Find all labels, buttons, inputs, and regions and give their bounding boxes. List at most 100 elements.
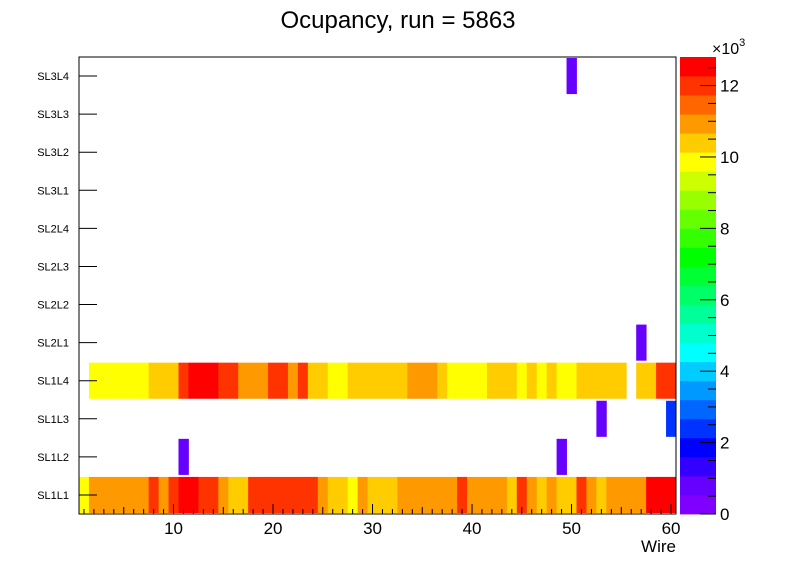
y-tick-label: SL1L4 (37, 376, 69, 388)
x-axis: 10 20 30 40 50 60 (83, 504, 681, 538)
color-scale-band (680, 95, 716, 115)
color-scale-label: 0 (720, 505, 729, 524)
color-scale-multiplier: ×103 (712, 37, 745, 58)
heatmap-cell (646, 362, 657, 399)
heatmap-cell (606, 362, 617, 399)
heatmap-cell (228, 476, 239, 513)
y-tick-label: SL3L1 (37, 185, 69, 197)
heatmap-cell (576, 362, 587, 399)
heatmap-cell (337, 476, 349, 513)
color-scale-band (680, 171, 716, 191)
x-tick-label: 50 (562, 519, 581, 538)
color-scale-band (680, 152, 716, 172)
color-scale-label: 8 (720, 219, 729, 238)
plot-frame (78, 56, 677, 515)
heatmap-cell (178, 438, 189, 475)
color-scale-band (680, 399, 716, 420)
heatmap-cell (636, 362, 647, 399)
color-scale-band (680, 418, 716, 439)
color-scale-band (680, 380, 716, 401)
heatmap-cell (656, 362, 667, 399)
heatmap-cell (178, 476, 189, 513)
color-scale-band (680, 437, 716, 458)
y-tick-label: SL3L3 (37, 109, 69, 121)
y-tick-label: SL2L4 (37, 223, 69, 235)
color-scale-label: 10 (720, 148, 739, 167)
heatmap-cell (447, 476, 458, 513)
color-scale-band (680, 190, 716, 210)
color-scale-band (680, 494, 716, 515)
heatmap-cell (636, 324, 647, 361)
multiplier-exponent: 3 (739, 37, 745, 49)
heatmap-cell (666, 362, 677, 399)
heatmap-cell (317, 476, 329, 513)
heatmap-cell (486, 476, 498, 513)
heatmap-cell (586, 362, 597, 399)
color-scale-band (680, 323, 716, 344)
x-axis-label: Wire (641, 537, 676, 556)
heatmap-cell (138, 476, 150, 513)
color-scale-band (680, 361, 716, 382)
color-scale-band (680, 76, 716, 96)
heatmap-cell (208, 476, 219, 513)
heatmap-cell (98, 476, 110, 513)
heatmap-cell (377, 362, 388, 399)
heatmap-cell (546, 362, 557, 399)
color-scale (680, 57, 716, 515)
heatmap-cell (407, 362, 418, 399)
y-tick-label: SL2L3 (37, 261, 69, 273)
heatmap-cell (258, 362, 269, 399)
color-scale-axis: 0 2 4 6 8 10 12 (700, 67, 739, 524)
color-scale-band (680, 114, 716, 134)
heatmap-cell (198, 476, 209, 513)
heatmap-cell (397, 362, 408, 399)
y-tick-label: SL1L1 (37, 490, 69, 502)
heatmap-cell (646, 476, 657, 513)
heatmap-cell (278, 476, 289, 513)
heatmap-cell (108, 362, 120, 399)
color-scale-band (680, 475, 716, 496)
heatmap-cell (327, 476, 339, 513)
chart-title: Ocupancy, run = 5863 (280, 7, 515, 34)
heatmap-cell (666, 476, 677, 513)
y-tick-label: SL1L2 (37, 452, 69, 464)
heatmap-cell (596, 476, 607, 513)
color-scale-label: 6 (720, 291, 729, 310)
heatmap-cell (307, 362, 319, 399)
heatmap-cell (467, 362, 478, 399)
heatmap-cell (297, 476, 309, 513)
heatmap-cell (387, 476, 398, 513)
x-tick-label: 60 (662, 519, 681, 538)
heatmap-cell (118, 476, 130, 513)
color-scale-band (680, 342, 716, 363)
y-axis: SL1L1 SL1L2 SL1L3 SL1L4 SL2L1 SL2L2 SL2L3 SL2L4… (37, 71, 97, 502)
heatmap-cell (238, 476, 249, 513)
heatmap-cell (387, 362, 398, 399)
heatmap-cell (228, 362, 239, 399)
heatmap-cell (357, 476, 368, 513)
color-scale-band (680, 456, 716, 477)
heatmap-cell (268, 476, 279, 513)
color-scale-band (680, 285, 716, 305)
heatmap-cell (357, 362, 368, 399)
heatmap-cell (248, 362, 259, 399)
heatmap-cell (586, 476, 597, 513)
heatmap-cell (616, 476, 627, 513)
heatmap-cell (427, 362, 438, 399)
heatmap-cell (467, 476, 478, 513)
heatmap-cell (536, 362, 548, 399)
heatmap-cell (566, 362, 577, 399)
heatmap-cell (576, 476, 587, 513)
heatmap-cell (297, 362, 309, 399)
color-scale-band (680, 57, 716, 77)
heatmap-cell (128, 362, 140, 399)
x-tick-label: 40 (463, 519, 482, 538)
heatmap-cell (198, 362, 209, 399)
heatmap-cell (268, 362, 279, 399)
y-tick-label: SL1L3 (37, 414, 69, 426)
heatmap-cell (208, 362, 219, 399)
color-scale-band (680, 228, 716, 248)
y-tick-label: SL2L1 (37, 338, 69, 350)
heatmap-cell (486, 362, 498, 399)
heatmap-cell (526, 476, 538, 513)
